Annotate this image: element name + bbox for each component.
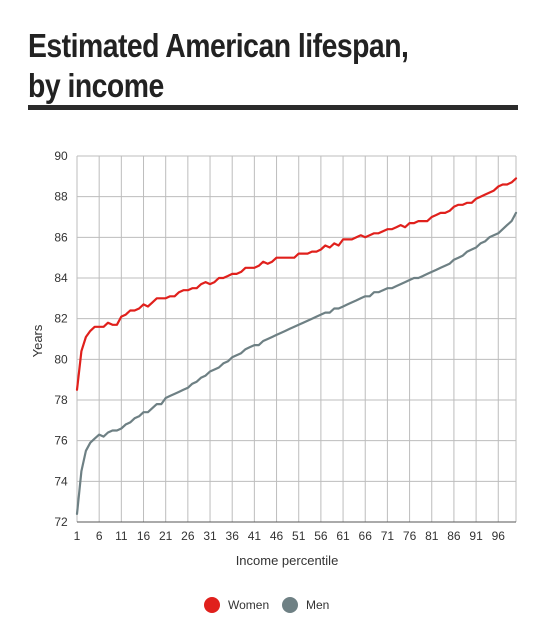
y-tick-label-86: 86 (54, 230, 68, 244)
grid-lines (76, 155, 517, 523)
y-tick-label-82: 82 (54, 312, 68, 326)
x-tick-label-6: 6 (96, 529, 103, 543)
x-tick-label-46: 46 (270, 529, 284, 543)
title-divider (28, 105, 518, 110)
x-tick-label-96: 96 (492, 529, 506, 543)
x-tick-label-41: 41 (248, 529, 262, 543)
x-tick-label-11: 11 (115, 529, 128, 543)
legend-swatch-men[interactable] (282, 597, 298, 613)
series-line-women (75, 177, 518, 391)
y-tick-label-80: 80 (54, 352, 68, 366)
x-tick-label-31: 31 (203, 529, 217, 543)
x-axis-label: Income percentile (236, 553, 339, 568)
y-tick-label-72: 72 (54, 515, 68, 529)
y-tick-label-88: 88 (54, 190, 68, 204)
chart-title-line-2: by income (28, 67, 164, 104)
x-tick-label-61: 61 (336, 529, 350, 543)
legend-swatch-women[interactable] (204, 597, 220, 613)
y-axis-label: Years (30, 324, 45, 357)
x-tick-label-81: 81 (425, 529, 439, 543)
y-tick-labels: 72 74 76 78 80 82 84 86 88 90 (54, 149, 68, 529)
x-tick-label-1: 1 (74, 529, 81, 543)
y-tick-label-78: 78 (54, 393, 68, 407)
x-tick-label-36: 36 (226, 529, 240, 543)
y-tick-label-76: 76 (54, 434, 68, 448)
series-line-men (75, 211, 518, 515)
x-tick-label-66: 66 (359, 529, 373, 543)
x-tick-label-56: 56 (314, 529, 328, 543)
x-tick-label-71: 71 (381, 529, 395, 543)
chart-title: Estimated American lifespan, by income (28, 26, 409, 106)
x-tick-label-26: 26 (181, 529, 195, 543)
y-tick-label-90: 90 (54, 149, 68, 163)
series-lines (75, 177, 518, 515)
legend: Women Men (204, 597, 329, 613)
y-tick-label-74: 74 (54, 474, 68, 488)
y-tick-label-84: 84 (54, 271, 68, 285)
x-tick-label-21: 21 (159, 529, 173, 543)
legend-label-men: Men (306, 598, 329, 612)
legend-label-women: Women (228, 598, 269, 612)
x-tick-labels: 1 6 11 16 21 26 31 36 41 46 51 56 61 66 71 76 81 86 91 96 (74, 529, 506, 543)
x-tick-label-76: 76 (403, 529, 417, 543)
x-tick-label-51: 51 (292, 529, 306, 543)
x-tick-label-86: 86 (447, 529, 461, 543)
chart-title-line-1: Estimated American lifespan, (28, 27, 409, 64)
x-tick-label-16: 16 (137, 529, 151, 543)
x-tick-label-91: 91 (469, 529, 483, 543)
